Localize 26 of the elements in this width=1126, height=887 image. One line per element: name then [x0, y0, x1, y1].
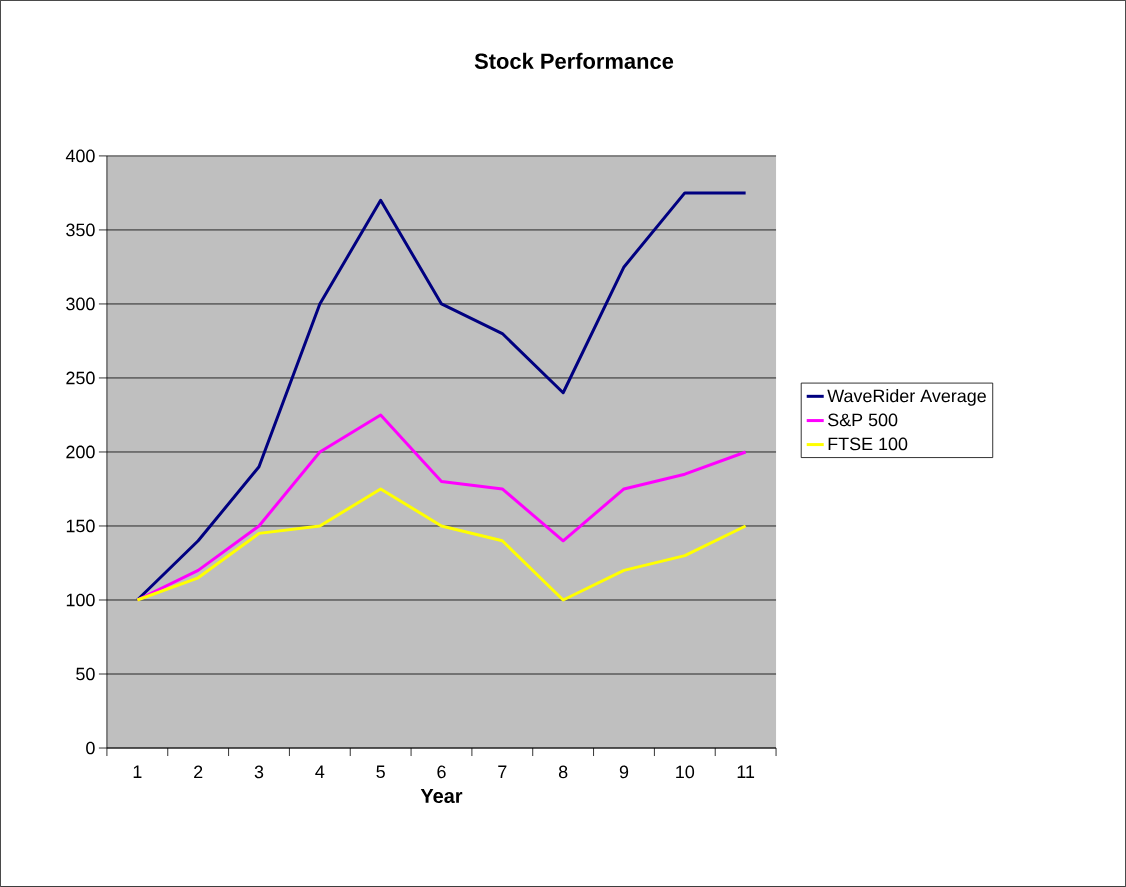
x-tick-label: 6: [437, 765, 446, 779]
legend-label: S&P 500: [828, 413, 898, 427]
line-series: [135, 487, 748, 602]
y-tick-label: 150: [66, 519, 95, 533]
x-tick-label: 7: [498, 765, 507, 778]
x-tick-label: 8: [558, 765, 568, 779]
y-tick-label: 350: [66, 223, 95, 237]
y-tick-label: 50: [76, 667, 95, 681]
y-tick-label: 250: [66, 371, 95, 385]
x-tick-label: 4: [315, 765, 325, 778]
x-tick-label: 10: [676, 765, 695, 779]
y-tick-label: 0: [86, 741, 95, 755]
x-tick-label: 2: [194, 765, 203, 779]
x-tick-label: 5: [376, 765, 385, 779]
chart-title: Stock Performance: [474, 52, 674, 69]
x-axis-title: Year: [420, 789, 463, 804]
x-tick-label: 3: [254, 765, 264, 779]
y-tick-label: 200: [66, 445, 95, 459]
y-tick-label: 400: [65, 149, 95, 163]
y-tick-label: 100: [66, 593, 95, 607]
y-tick-label: 300: [66, 297, 95, 311]
legend-label: WaveRider Average: [827, 389, 986, 406]
x-tick-label: 1: [133, 765, 142, 778]
x-tick-label: 9: [619, 765, 629, 779]
legend-label: FTSE 100: [828, 437, 908, 451]
x-tick-label: 11: [737, 765, 755, 778]
